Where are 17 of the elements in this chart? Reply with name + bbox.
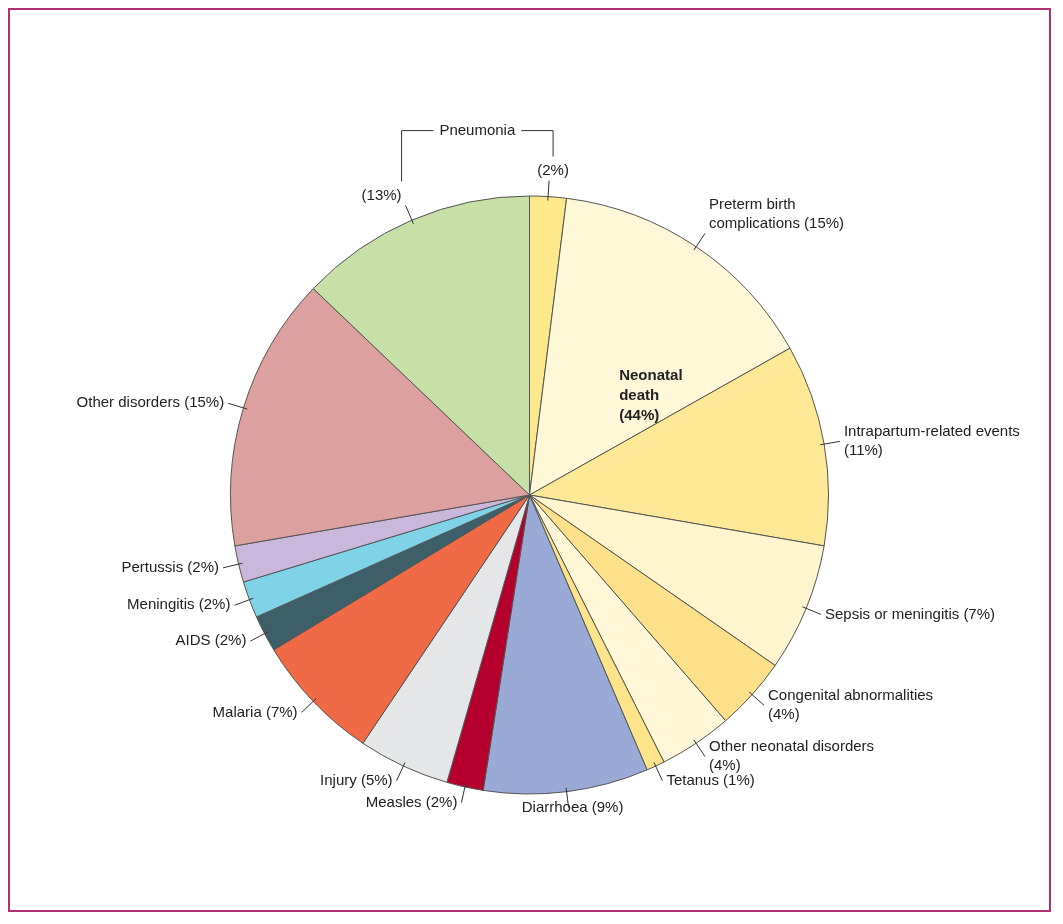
slice-label: Sepsis or meningitis (7%): [824, 604, 996, 622]
slice-label: (2%): [537, 160, 569, 178]
slice-label: AIDS (2%): [175, 631, 247, 649]
slice-label: Meningitis (2%): [127, 595, 231, 613]
slice-label: (13%): [361, 185, 402, 203]
slice-label: Measles (2%): [365, 792, 458, 810]
slice-label: Intrapartum-related events (11%): [843, 422, 1020, 459]
slice-label: Other disorders (15%): [76, 393, 225, 411]
slice-label: Pertussis (2%): [121, 557, 220, 575]
slice-label: Other neonatal disorders (4%): [709, 737, 875, 774]
slice-label: Preterm birth complications (15%): [709, 194, 845, 231]
slice-label: Diarrhoea (9%): [521, 797, 624, 815]
slice-label: Injury (5%): [320, 770, 393, 788]
text: Neonatal death (44%): [619, 365, 683, 423]
slice-label: Malaria (7%): [212, 702, 298, 720]
text: Pneumonia: [439, 120, 516, 138]
slice-label: Congenital abnormalities (4%): [768, 685, 934, 722]
